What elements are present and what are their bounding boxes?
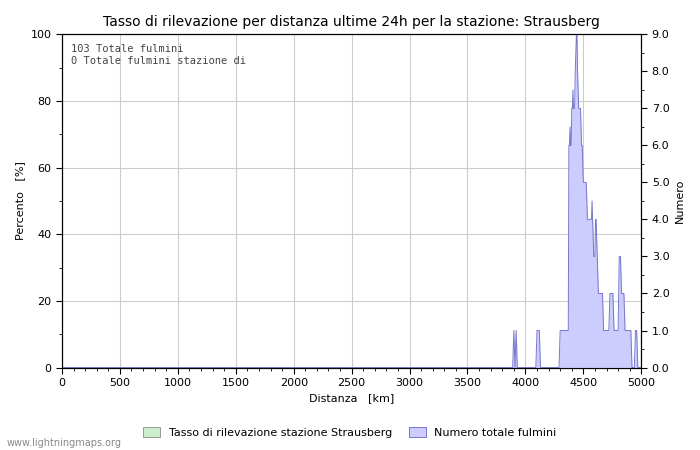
Legend: Tasso di rilevazione stazione Strausberg, Numero totale fulmini: Tasso di rilevazione stazione Strausberg… — [139, 423, 561, 442]
Y-axis label: Percento   [%]: Percento [%] — [15, 162, 25, 240]
Y-axis label: Numero: Numero — [675, 179, 685, 223]
X-axis label: Distanza   [km]: Distanza [km] — [309, 393, 394, 404]
Text: www.lightningmaps.org: www.lightningmaps.org — [7, 438, 122, 448]
Title: Tasso di rilevazione per distanza ultime 24h per la stazione: Strausberg: Tasso di rilevazione per distanza ultime… — [103, 15, 600, 29]
Text: 103 Totale fulmini
0 Totale fulmini stazione di: 103 Totale fulmini 0 Totale fulmini staz… — [71, 45, 246, 66]
